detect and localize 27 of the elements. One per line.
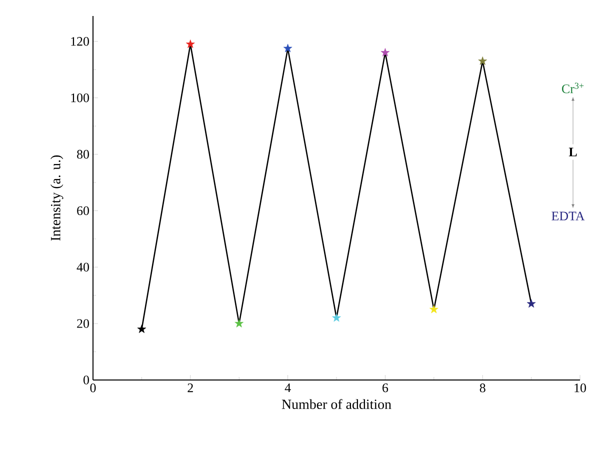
point <box>137 324 146 333</box>
point <box>380 48 390 56</box>
point <box>332 313 341 322</box>
x-tick-label: 10 <box>574 384 586 392</box>
point <box>526 299 536 308</box>
y-tick-label: 20 <box>77 319 89 328</box>
point <box>283 44 292 52</box>
x-tick-label: 2 <box>188 384 193 392</box>
y-tick-label: 0 <box>84 376 89 384</box>
y-tick-label: 60 <box>77 206 89 216</box>
annotation: L <box>568 148 577 156</box>
point <box>234 318 244 328</box>
x-tick-label: 6 <box>382 384 388 392</box>
y-tick-label: 100 <box>71 93 89 102</box>
y-tick-label: 40 <box>76 262 89 272</box>
x-tick-label: 4 <box>284 384 291 392</box>
annotation: EDTA <box>552 212 585 220</box>
point <box>429 304 438 314</box>
x-tick-label: 8 <box>480 384 486 392</box>
annotation: Cr$^{3+}$ <box>562 82 584 94</box>
point <box>478 56 488 65</box>
y-axis-title: Intensity (a. u.) <box>50 155 64 241</box>
x-tick-label: 0 <box>90 384 96 392</box>
y-tick-label: 120 <box>71 37 89 46</box>
point <box>186 40 195 48</box>
y-tick-label: 80 <box>77 150 89 159</box>
x-axis-title: Number of addition <box>282 399 392 410</box>
